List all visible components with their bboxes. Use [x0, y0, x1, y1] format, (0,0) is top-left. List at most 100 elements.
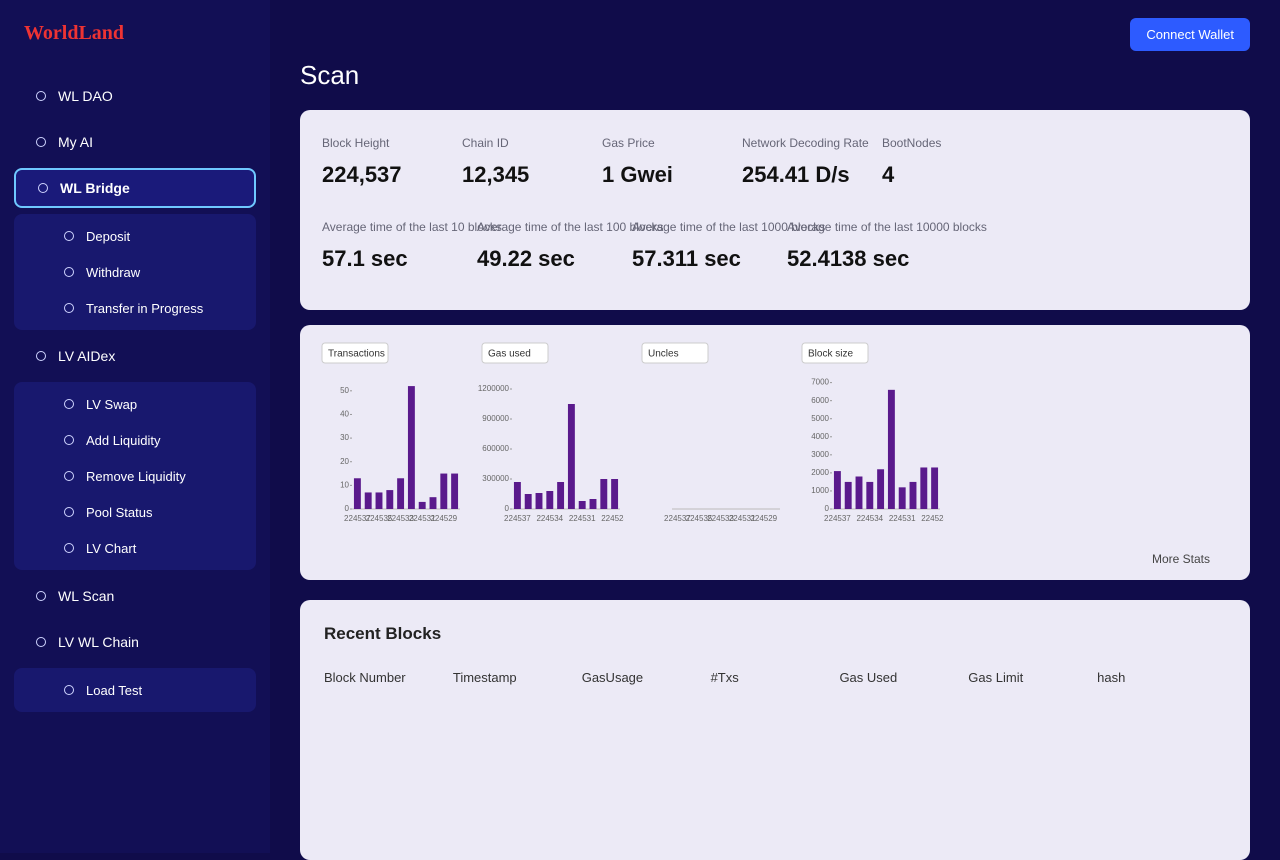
bar — [578, 501, 586, 509]
bar — [397, 478, 405, 509]
connect-wallet[interactable]: Connect Wallet — [1130, 18, 1250, 51]
x-tick-label: 224528 — [921, 514, 944, 523]
stat-value: 254.41 D/s — [742, 162, 850, 187]
page-title: Scan — [300, 60, 360, 90]
nav-icon — [36, 91, 46, 101]
y-tick-label: 0 — [345, 504, 350, 513]
stat-label: BootNodes — [882, 136, 942, 150]
nav-sub-label: Remove Liquidity — [86, 468, 186, 484]
nav-icon — [36, 591, 46, 601]
stat-label: Average time of the last 10000 blocks — [787, 220, 987, 234]
x-tick-label: 224537 — [824, 514, 851, 523]
x-tick-label: 224531 — [569, 514, 596, 523]
nav-icon — [38, 183, 48, 193]
stat: Average time of the last 10000 blocks 52.… — [787, 220, 987, 272]
bar — [364, 492, 372, 509]
nav-sub-item[interactable]: Withdraw — [14, 254, 256, 290]
stat-label: Network Decoding Rate — [742, 136, 869, 150]
more-stats[interactable]: More Stats — [1151, 552, 1210, 566]
stat-value: 49.22 sec — [477, 246, 575, 271]
chart-title-box — [481, 342, 549, 364]
nav-item[interactable]: My AI — [14, 122, 256, 162]
nav-sub-item[interactable]: Add Liquidity — [14, 422, 256, 458]
y-tick-label: 900000 — [482, 414, 509, 423]
chart-title-box — [321, 342, 389, 364]
stat-value: 12,345 — [462, 162, 530, 187]
nav-sub-item[interactable]: LV Swap — [14, 386, 256, 422]
y-tick-label: 5000 — [811, 414, 829, 423]
nav-icon — [36, 637, 46, 647]
nav-sub-item[interactable]: Pool Status — [14, 494, 256, 530]
chart-title: Uncles — [648, 349, 679, 360]
nav-item[interactable]: WL Bridge — [14, 168, 256, 208]
nav-sub-label: Transfer in Progress — [86, 300, 204, 316]
bar — [524, 494, 532, 509]
y-tick-label: 1000 — [811, 486, 829, 495]
chart-title: Gas used — [488, 349, 531, 360]
bar — [451, 473, 459, 509]
nav-sub-item[interactable]: Transfer in Progress — [14, 290, 256, 326]
column-header: GasUsage — [581, 670, 644, 685]
bar — [418, 501, 426, 509]
y-tick-label: 10 — [340, 480, 349, 489]
x-tick-label: 224537 — [504, 514, 531, 523]
bar — [931, 467, 939, 509]
nav-sub-label: Add Liquidity — [86, 432, 161, 448]
stat-value: 224,537 — [322, 162, 402, 187]
x-tick-label: 224535 — [686, 514, 713, 523]
stat: Network Decoding Rate 254.41 D/s — [742, 136, 942, 188]
recent-blocks-title: Recent Blocks — [324, 624, 442, 643]
x-tick-label: 224537 — [344, 514, 371, 523]
nav-item[interactable]: LV AIDex — [14, 336, 256, 376]
nav-sub-label: LV Chart — [86, 540, 137, 556]
x-tick-label: 224531 — [409, 514, 436, 523]
bar — [386, 490, 394, 509]
bar — [909, 481, 917, 509]
chart: Block size 0 1000 2000 3000 4000 5000 6000 7000 2… — [801, 342, 944, 523]
stat-label: Gas Price — [602, 136, 655, 150]
y-tick-label: 4000 — [811, 432, 829, 441]
nav-sub-item[interactable]: Remove Liquidity — [14, 458, 256, 494]
sidebar: WorldLand WL DAO My AI WL Bridge Deposit Wit… — [0, 0, 270, 853]
bar — [600, 479, 608, 509]
nav-icon — [64, 399, 74, 409]
column-header: Gas Used — [839, 670, 898, 685]
stat: Average time of the last 10 blocks 57.1 s… — [322, 220, 522, 272]
bar — [844, 481, 852, 509]
nav-sub-item[interactable]: Load Test — [14, 672, 256, 708]
stat: Block Height 224,537 — [322, 136, 522, 188]
stat-label: Chain ID — [462, 136, 509, 150]
nav-group: Deposit Withdraw Transfer in Progress — [14, 214, 256, 330]
y-tick-label: 30 — [340, 433, 349, 442]
y-tick-label: 20 — [340, 457, 349, 466]
y-tick-label: 0 — [505, 504, 510, 513]
bar — [589, 499, 597, 509]
x-tick-label: 224535 — [366, 514, 393, 523]
x-tick-label: 224531 — [729, 514, 756, 523]
nav-item[interactable]: LV WL Chain — [14, 622, 256, 662]
bar — [557, 482, 565, 509]
nav-item[interactable]: WL DAO — [14, 76, 256, 116]
charts-card: More Stats Transactions 0 10 20 30 40 50 224537… — [300, 325, 1250, 580]
nav-sub-label: Withdraw — [86, 264, 141, 280]
bar — [877, 469, 885, 509]
bar — [611, 479, 619, 509]
y-tick-label: 1200000 — [478, 384, 510, 393]
bar — [887, 389, 895, 509]
nav-sub-item[interactable]: LV Chart — [14, 530, 256, 566]
stat-value: 57.311 sec — [632, 246, 741, 271]
nav-sub-item[interactable]: Deposit — [14, 218, 256, 254]
y-tick-label: 7000 — [811, 378, 829, 387]
stat: Chain ID 12,345 — [462, 136, 662, 188]
x-tick-label: 224537 — [664, 514, 691, 523]
stat-label: Average time of the last 10 blocks — [322, 220, 502, 234]
nav-item[interactable]: WL Scan — [14, 576, 256, 616]
stats-card: Block Height 224,537 Chain ID 12,345 Gas Pri… — [300, 110, 1250, 310]
y-tick-label: 600000 — [482, 444, 509, 453]
nav-label: LV AIDex — [58, 348, 116, 364]
x-tick-label: 224528 — [601, 514, 624, 523]
stat-value: 4 — [882, 162, 895, 187]
nav-icon — [36, 351, 46, 361]
